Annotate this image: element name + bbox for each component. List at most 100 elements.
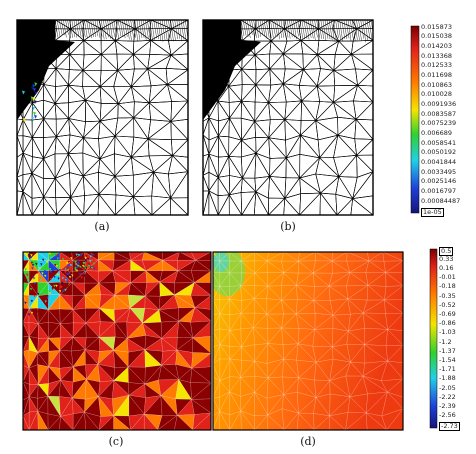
- panel-d-element: [331, 343, 351, 363]
- panel-c-element: [159, 281, 175, 297]
- panel-c-element: [144, 379, 162, 397]
- panel-c-fine-element: [48, 252, 52, 255]
- panel-d-element: [332, 346, 352, 363]
- panel-a-fine-edge: [109, 20, 113, 40]
- panel-d-element: [241, 344, 256, 362]
- panel-a-colored-element: [31, 116, 35, 121]
- panel-c-fine-element: [57, 277, 60, 280]
- panel-c-fine-element: [76, 264, 80, 268]
- panel-c-fine-element: [58, 268, 61, 272]
- panel-b-fine-edge: [282, 20, 287, 38]
- panel-c-fine-element: [64, 252, 68, 255]
- panel-c-fine-element: [55, 264, 59, 268]
- panel-c-fine-element: [46, 260, 49, 264]
- panel-d-element: [283, 260, 299, 274]
- panel-a-colored-element: [34, 91, 38, 96]
- colorbar-top-tick-label: 0.0033495: [421, 167, 457, 176]
- panel-c-fine-element: [64, 288, 67, 292]
- panel-d-element: [328, 285, 349, 301]
- panel-b-element: [350, 198, 373, 215]
- panel-d-hot-spot: [213, 252, 245, 296]
- panel-b-mesh: [203, 20, 373, 215]
- panel-b-fine-edge: [339, 20, 343, 42]
- panel-d-element: [229, 376, 242, 393]
- panel-b-fine-edge: [324, 20, 329, 39]
- panel-d-element: [314, 379, 331, 399]
- panel-b-fine-edge: [316, 20, 320, 38]
- panel-c-fine-element: [64, 278, 68, 282]
- panel-c-element: [72, 411, 87, 430]
- panel-c-element: [161, 252, 180, 261]
- panel-d-element: [385, 328, 403, 346]
- panel-c-fine-element: [92, 262, 96, 266]
- panel-a-fine-edge: [159, 20, 164, 42]
- panel-d-field: [213, 252, 403, 430]
- panel-c-fine-element: [92, 258, 95, 262]
- panel-a-element: [70, 196, 84, 215]
- colorbar-bottom-tick-label: -1.88: [439, 374, 456, 383]
- panel-c-element: [23, 322, 30, 337]
- panel-d-element: [281, 313, 300, 329]
- panel-b-fine-edge: [347, 20, 352, 42]
- panel-c-fine-element: [87, 264, 91, 268]
- panel-d-element: [240, 252, 255, 262]
- panel-d-element: [254, 342, 269, 364]
- panel-d-element: [298, 260, 314, 274]
- panel-b-fine-edge: [354, 20, 358, 40]
- panel-d-element: [362, 375, 388, 393]
- panel-a-colored-element: [22, 90, 26, 95]
- panel-c-element: [178, 307, 196, 322]
- panel-c-fine-element: [48, 263, 51, 267]
- colorbar-bottom-tick-label: -1.54: [439, 356, 456, 365]
- panel-a-fine-edge: [122, 20, 126, 39]
- panel-c-element: [84, 411, 100, 430]
- panel-b-fine-edge: [278, 20, 282, 38]
- panel-d-element: [366, 412, 387, 430]
- colorbar-top-tick-label: 0.0083587: [421, 109, 457, 118]
- panel-d-element: [387, 313, 403, 331]
- panel-c-element: [145, 270, 161, 283]
- panel-d-element: [282, 358, 300, 379]
- panel-b-fine-edge: [350, 20, 354, 39]
- panel-a-fine-edge: [130, 20, 134, 38]
- panel-c-fine-element: [74, 260, 77, 264]
- panel-d-element: [240, 252, 255, 262]
- panel-d-element: [363, 344, 388, 362]
- panel-c-fine-element: [39, 278, 43, 282]
- panel-d-element: [281, 327, 300, 345]
- panel-d-element: [213, 358, 221, 381]
- panel-c-element: [59, 308, 74, 325]
- panel-d-element: [254, 375, 269, 393]
- panel-c-fine-element: [67, 272, 70, 276]
- panel-b-fine-edge: [274, 20, 278, 37]
- panel-b-fine-edge: [345, 20, 350, 39]
- panel-c-element: [28, 368, 39, 385]
- panel-d-element: [387, 329, 403, 346]
- panel-b-fine-edge: [251, 20, 255, 38]
- colorbar-bottom-tick-label: -2.05: [439, 383, 456, 392]
- panel-d-element: [240, 327, 256, 348]
- panel-a-mesh: [17, 20, 188, 215]
- panel-c-fine-element: [61, 271, 64, 274]
- panel-c-element: [37, 383, 49, 399]
- panel-c-element: [59, 294, 74, 310]
- panel-c-element: [84, 294, 102, 309]
- panel-c-field: [23, 252, 211, 430]
- panel-d-element: [315, 358, 334, 382]
- panel-c-fine-element: [49, 265, 52, 269]
- panel-c-element: [190, 367, 211, 384]
- panel-d-element: [362, 312, 389, 330]
- panel-d-element: [381, 408, 403, 430]
- panel-d-element: [240, 298, 255, 314]
- panel-c-fine-element: [40, 274, 44, 278]
- panel-d-element: [213, 260, 221, 274]
- colorbar-bottom-tick-label: 0.5: [439, 246, 454, 256]
- panel-c-element: [28, 282, 39, 296]
- panel-d-element: [219, 286, 231, 300]
- panel-d-element: [281, 327, 299, 345]
- panel-c-fine-element: [24, 268, 27, 271]
- panel-d-element: [267, 272, 285, 287]
- panel-d-element: [229, 252, 242, 262]
- panel-c-fine-element: [67, 264, 71, 267]
- panel-b-fine-edge: [314, 20, 318, 38]
